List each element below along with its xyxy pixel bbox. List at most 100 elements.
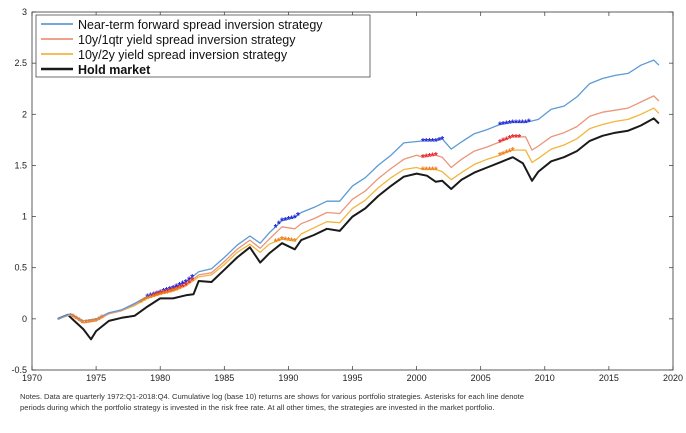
asterisk-marker-series-1: *: [161, 287, 165, 298]
asterisk-marker-series-2: *: [504, 135, 508, 146]
asterisk-marker-series-3: *: [77, 316, 81, 327]
asterisk-marker-series-2: *: [508, 134, 512, 145]
x-tick-label: 1995: [342, 373, 362, 383]
asterisk-marker-series-3: *: [293, 237, 297, 248]
y-tick-label: 0.5: [14, 263, 27, 273]
asterisk-marker-series-2: *: [427, 152, 431, 163]
asterisk-marker-series-1: *: [277, 220, 281, 231]
asterisk-marker-series-1: *: [421, 137, 425, 148]
asterisk-marker-series-2: *: [155, 290, 159, 301]
asterisk-marker-series-3: *: [161, 290, 165, 301]
asterisk-marker-series-3: *: [174, 286, 178, 297]
asterisk-marker-series-1: *: [181, 280, 185, 291]
asterisk-marker-series-3: *: [94, 317, 98, 328]
x-tick-label: 2005: [471, 373, 491, 383]
x-tick-label: 1975: [86, 373, 106, 383]
x-tick-label: 1985: [214, 373, 234, 383]
asterisk-marker-series-2: *: [161, 289, 165, 300]
asterisk-marker-series-2: *: [187, 279, 191, 290]
asterisk-marker-series-2: *: [498, 138, 502, 149]
asterisk-marker-series-1: *: [145, 292, 149, 303]
y-tick-label: 3: [22, 7, 27, 17]
asterisk-marker-series-1: *: [293, 214, 297, 225]
notes-line-2: periods during which the portfolio strat…: [20, 403, 495, 412]
legend-box: [35, 14, 371, 78]
asterisk-marker-series-3: *: [277, 236, 281, 247]
asterisk-marker-series-3: *: [421, 166, 425, 177]
asterisk-markers: * * * * * * * * * * * * * * ** * * * * * * ** * * * * * ** * * * * * * * * *…: [71, 118, 531, 330]
x-tick-label: 2020: [663, 373, 683, 383]
asterisk-marker-series-3: *: [424, 166, 428, 177]
chart-notes: Notes. Data are quarterly 1972:Q1-2018:Q…: [20, 391, 680, 413]
asterisk-marker-series-3: *: [87, 318, 91, 329]
asterisk-marker-series-2: *: [177, 284, 181, 295]
asterisk-marker-series-3: *: [504, 149, 508, 160]
asterisk-marker-series-2: *: [514, 133, 518, 144]
asterisk-marker-series-3: *: [434, 166, 438, 177]
asterisk-marker-series-2: *: [181, 282, 185, 293]
x-tick-label: 1970: [22, 373, 42, 383]
asterisk-marker-series-1: *: [165, 286, 169, 297]
asterisk-marker-series-1: *: [187, 275, 191, 286]
asterisk-marker-series-3: *: [290, 237, 294, 248]
asterisk-marker-series-1: *: [280, 217, 284, 228]
asterisk-marker-series-1: *: [174, 283, 178, 294]
asterisk-marker-series-1: *: [168, 285, 172, 296]
asterisk-marker-series-3: *: [280, 235, 284, 246]
asterisk-marker-series-1: *: [190, 273, 194, 284]
asterisk-marker-series-1: *: [177, 281, 181, 292]
asterisk-marker-series-1: *: [437, 136, 441, 147]
y-tick-label: 2: [22, 109, 27, 119]
series-lines: [57, 59, 660, 341]
asterisk-marker-series-3: *: [508, 147, 512, 158]
asterisk-marker-series-1: *: [508, 119, 512, 130]
asterisk-marker-series-3: *: [511, 146, 515, 157]
asterisk-marker-series-2: *: [517, 133, 521, 144]
asterisk-marker-series-2: *: [165, 288, 169, 299]
asterisk-marker-series-1: *: [290, 214, 294, 225]
asterisk-marker-series-3: *: [283, 236, 287, 247]
asterisk-marker-series-3: *: [90, 318, 94, 329]
asterisk-marker-series-1: *: [427, 137, 431, 148]
notes-line-1: Notes. Data are quarterly 1972:Q1-2018:Q…: [20, 392, 524, 401]
asterisk-marker-series-3: *: [100, 314, 104, 325]
asterisk-marker-series-2: *: [152, 291, 156, 302]
asterisk-marker-series-1: *: [296, 211, 300, 222]
asterisk-marker-series-3: *: [152, 292, 156, 303]
asterisk-marker-series-1: *: [524, 118, 528, 129]
legend-entry: Near-term forward spread inversion strat…: [78, 18, 323, 32]
series-line-4: [57, 117, 660, 341]
series-line-2: [57, 95, 660, 324]
asterisk-marker-series-3: *: [431, 166, 435, 177]
asterisk-marker-series-3: *: [168, 288, 172, 299]
asterisk-marker-series-2: *: [171, 286, 175, 297]
asterisk-marker-series-1: *: [171, 284, 175, 295]
y-tick-label: 1.5: [14, 160, 27, 170]
asterisk-marker-series-3: *: [427, 166, 431, 177]
asterisk-marker-series-1: *: [158, 288, 162, 299]
x-tick-label: 2010: [535, 373, 555, 383]
y-tick-label: 0: [22, 314, 27, 324]
asterisk-marker-series-1: *: [184, 278, 188, 289]
x-tick-label: 2015: [599, 373, 619, 383]
asterisk-marker-series-3: *: [145, 294, 149, 305]
y-tick-label: -0.5: [11, 365, 27, 375]
asterisk-marker-series-2: *: [421, 153, 425, 164]
asterisk-marker-series-3: *: [142, 296, 146, 307]
asterisk-marker-series-1: *: [434, 137, 438, 148]
asterisk-marker-series-2: *: [158, 289, 162, 300]
legend-entry: 10y/1qtr yield spread inversion strategy: [78, 33, 296, 47]
asterisk-marker-series-3: *: [498, 151, 502, 162]
series-line-1: [57, 59, 660, 322]
asterisk-marker-series-2: *: [434, 151, 438, 162]
asterisk-marker-series-3: *: [97, 315, 101, 326]
asterisk-marker-series-2: *: [424, 153, 428, 164]
asterisk-marker-series-1: *: [511, 118, 515, 129]
asterisk-marker-series-1: *: [274, 223, 278, 234]
asterisk-marker-series-1: *: [424, 137, 428, 148]
asterisk-marker-series-3: *: [158, 290, 162, 301]
asterisk-marker-series-3: *: [71, 312, 75, 323]
asterisk-marker-series-1: *: [152, 290, 156, 301]
asterisk-marker-series-3: *: [139, 298, 143, 309]
asterisk-marker-series-1: *: [149, 291, 153, 302]
